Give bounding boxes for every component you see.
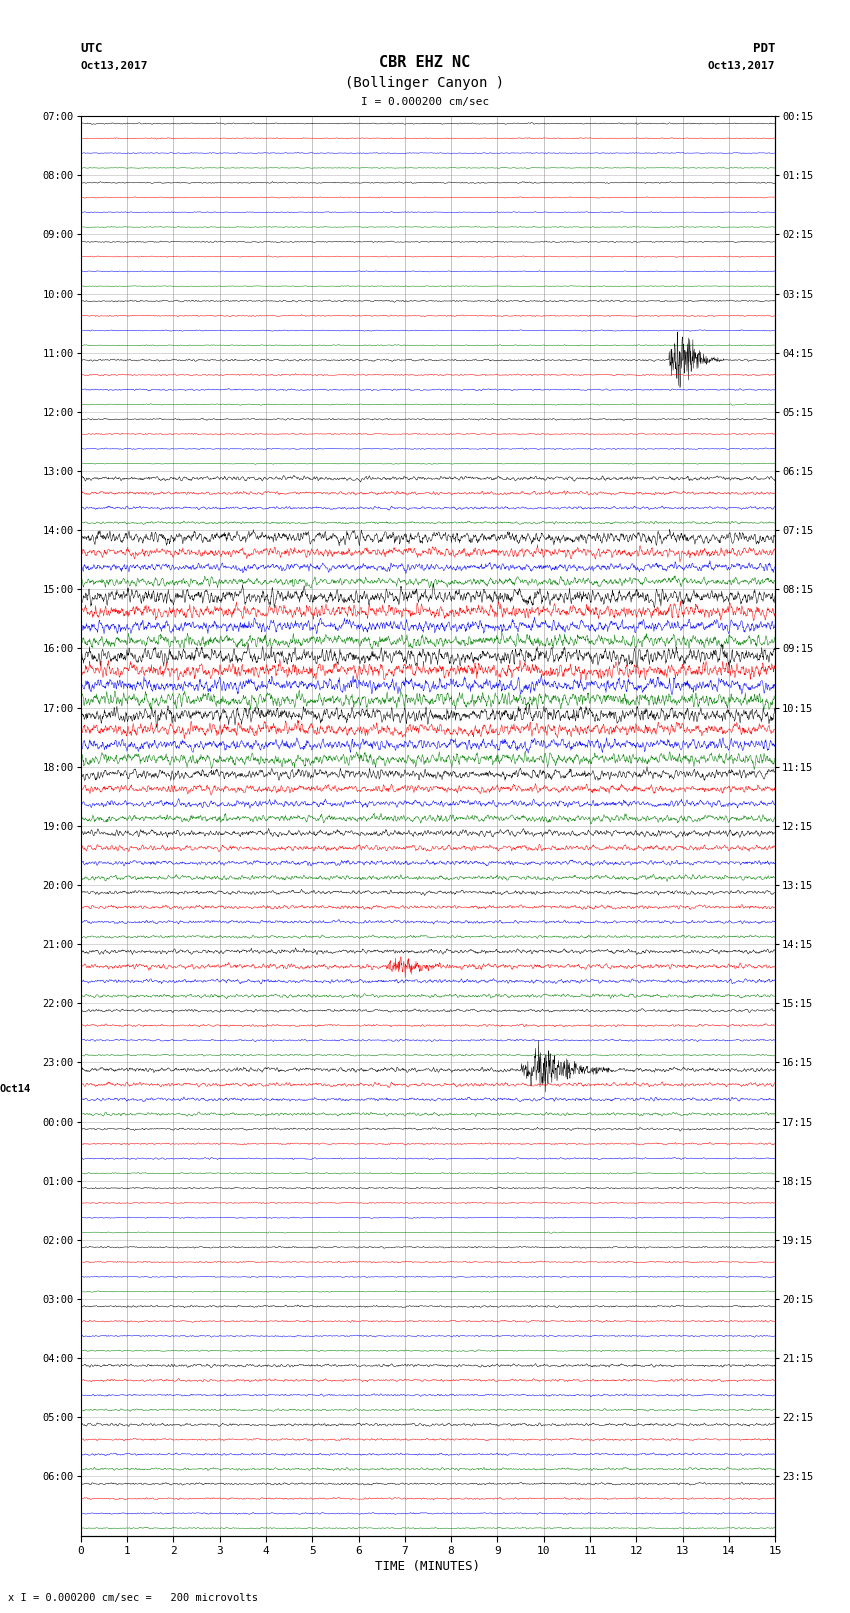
- X-axis label: TIME (MINUTES): TIME (MINUTES): [376, 1560, 480, 1573]
- Text: PDT: PDT: [753, 42, 775, 55]
- Text: CBR EHZ NC: CBR EHZ NC: [379, 55, 471, 69]
- Text: Oct13,2017: Oct13,2017: [81, 61, 148, 71]
- Text: I = 0.000200 cm/sec: I = 0.000200 cm/sec: [361, 97, 489, 106]
- Text: UTC: UTC: [81, 42, 103, 55]
- Text: x I = 0.000200 cm/sec =   200 microvolts: x I = 0.000200 cm/sec = 200 microvolts: [8, 1594, 258, 1603]
- Text: Oct14: Oct14: [0, 1084, 31, 1094]
- Text: (Bollinger Canyon ): (Bollinger Canyon ): [345, 76, 505, 90]
- Text: Oct13,2017: Oct13,2017: [708, 61, 775, 71]
